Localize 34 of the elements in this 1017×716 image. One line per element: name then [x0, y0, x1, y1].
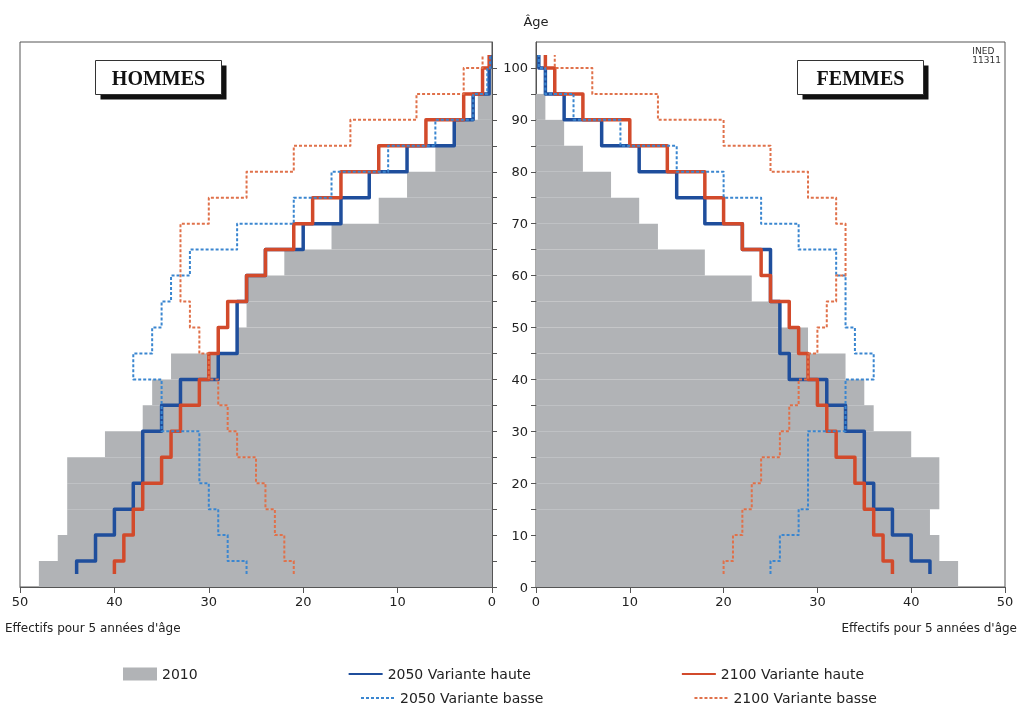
y-axis-title: Âge [523, 14, 549, 29]
y-tick-label: 30 [511, 423, 528, 439]
legend-label: 2100 Variante basse [733, 690, 877, 706]
x-tick-label: 50 [11, 594, 29, 609]
x-tick-label: 30 [809, 594, 826, 609]
x-tick-label: 40 [106, 594, 123, 609]
y-tick-label: 90 [511, 112, 528, 128]
y-tick-label: 60 [511, 268, 528, 284]
y-tick-label: 0 [519, 579, 528, 595]
legend-label: 2050 Variante haute [387, 666, 531, 682]
y-tick-label: 50 [511, 319, 528, 335]
x-tick-label: 50 [996, 594, 1014, 609]
y-tick-label: 40 [511, 371, 528, 387]
legend-label: 2050 Variante basse [400, 690, 544, 706]
x-tick-label: 20 [294, 594, 312, 609]
y-tick-label: 100 [503, 60, 528, 76]
x-tick-label: 0 [531, 594, 541, 609]
y-tick-label: 80 [511, 164, 528, 180]
x-axis-title: Effectifs pour 5 années d'âge [841, 621, 1017, 635]
legend-label: 2100 Variante haute [720, 666, 865, 682]
x-tick-label: 20 [715, 594, 732, 609]
x-tick-label: 30 [200, 594, 218, 609]
x-tick-label: 0 [487, 594, 497, 609]
annotation: INED 11311 [972, 45, 1002, 65]
y-tick-label: 10 [511, 527, 528, 543]
x-tick-label: 10 [389, 594, 406, 609]
x-axis-title: Effectifs pour 5 années d'âge [5, 621, 181, 635]
text: FEMMES [816, 66, 905, 89]
x-tick-label: 10 [621, 594, 639, 609]
x-tick-label: 40 [902, 594, 920, 609]
legend-label: 2010 [162, 666, 198, 682]
y-tick-label: 20 [511, 475, 528, 491]
y-tick-label: 70 [511, 216, 528, 232]
text: HOMMES [111, 66, 206, 89]
